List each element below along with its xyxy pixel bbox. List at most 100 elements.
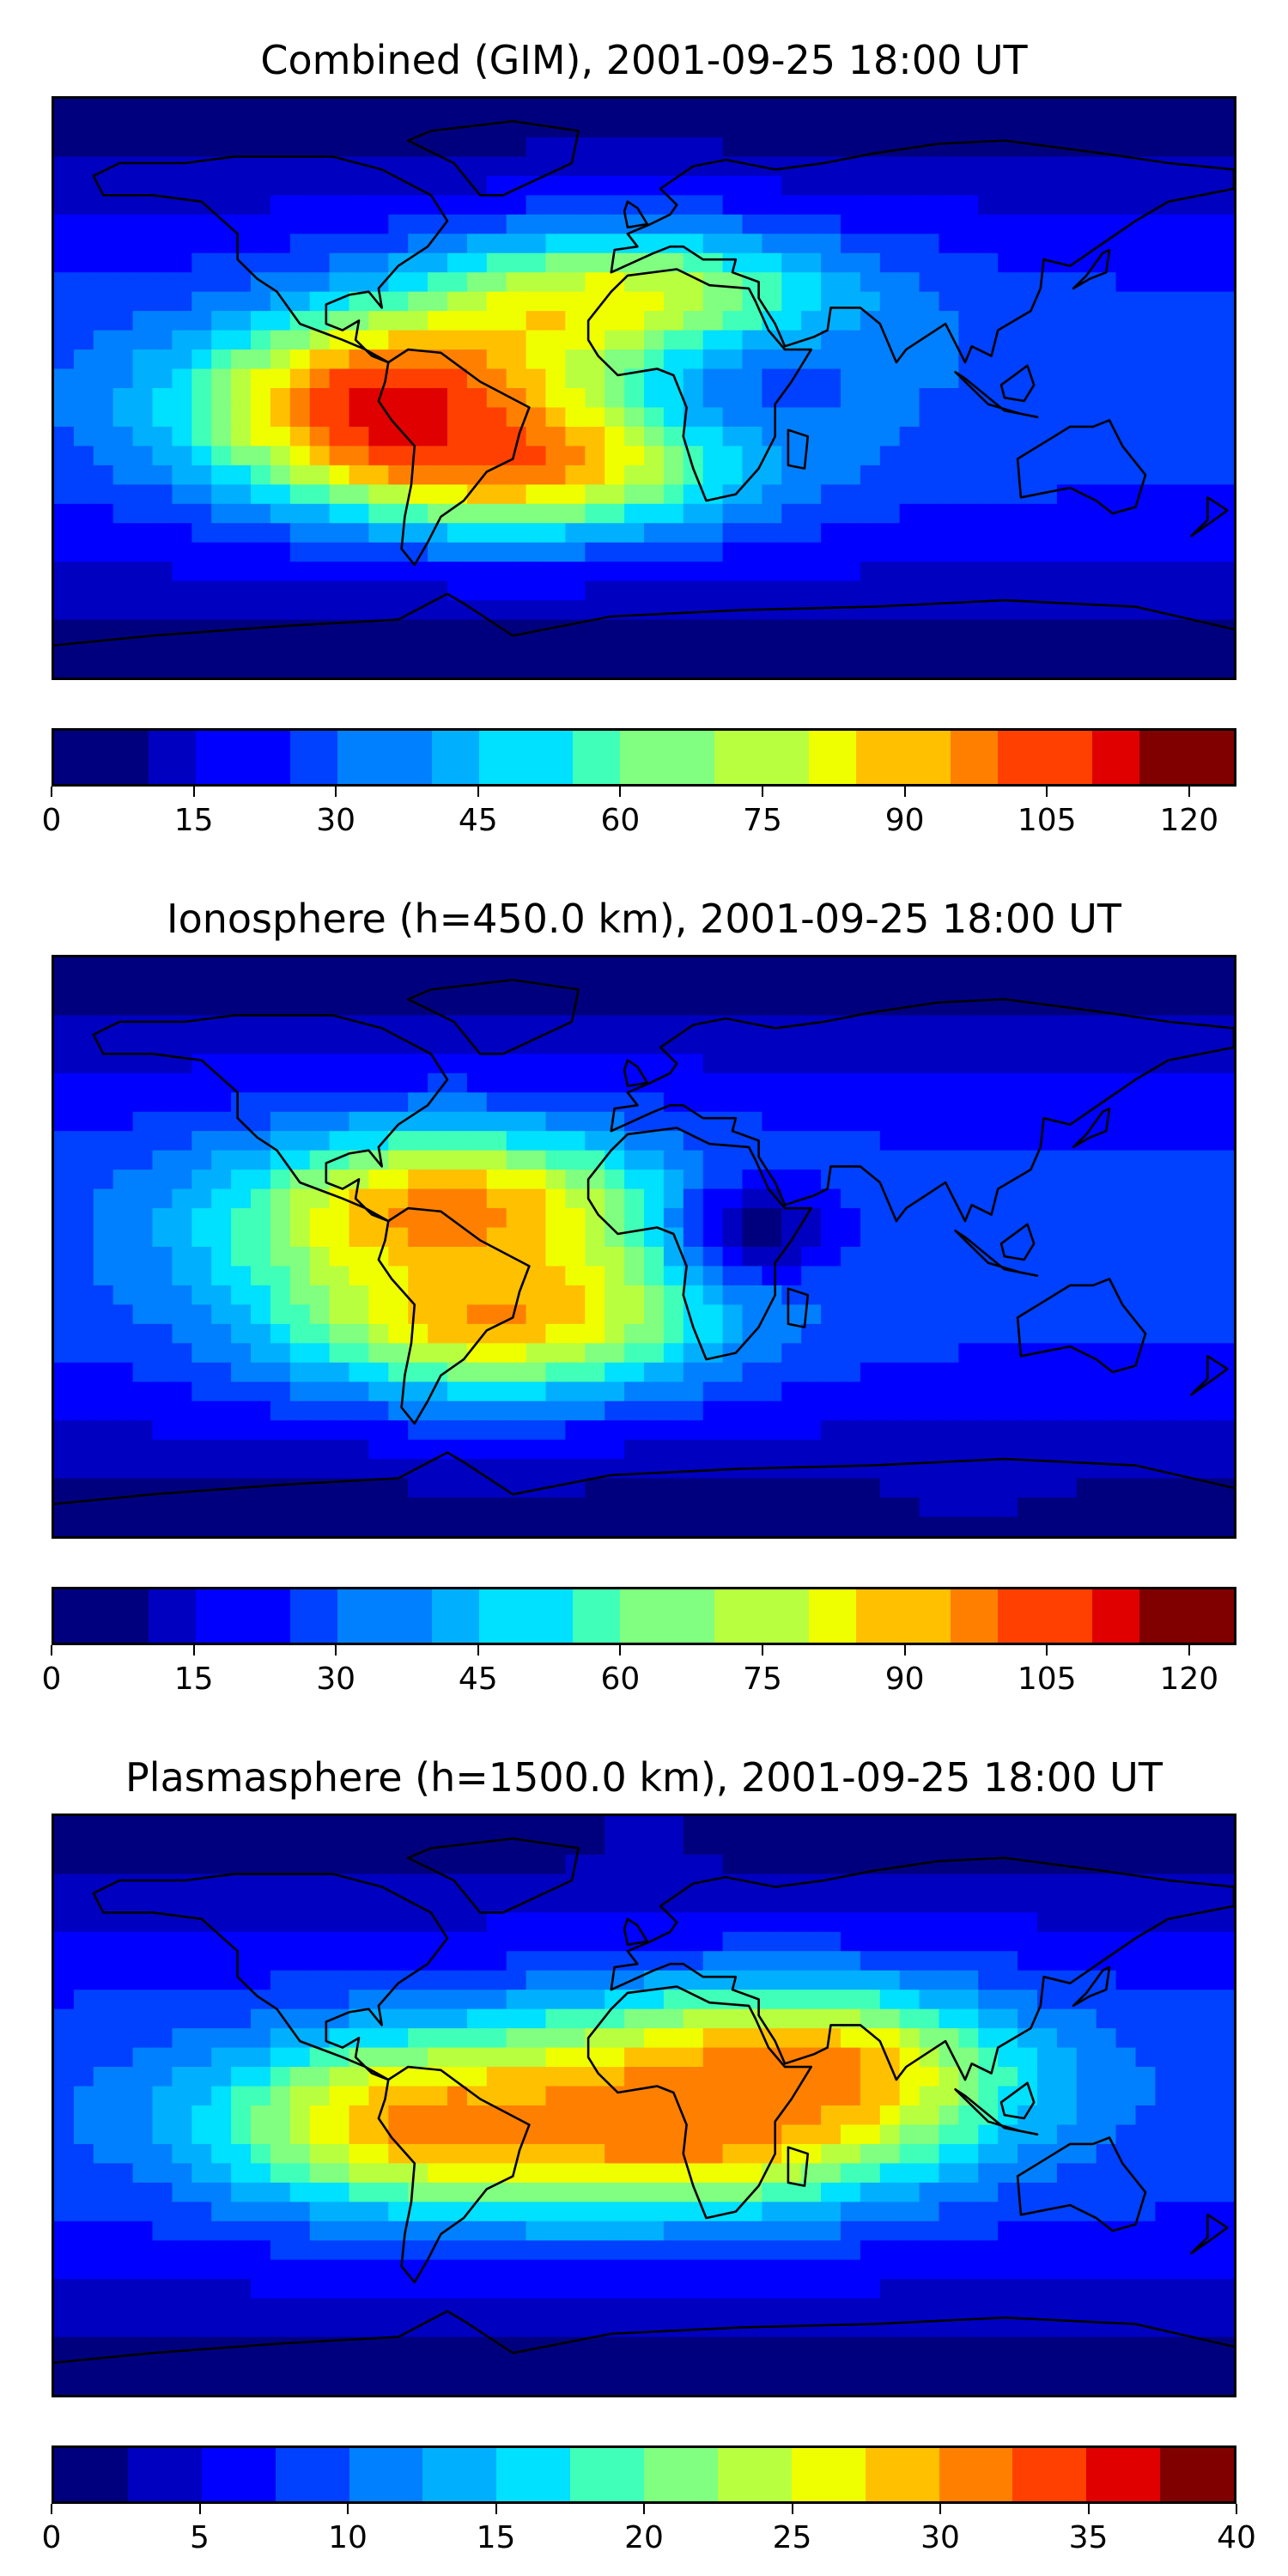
coastline-new-zealand (1190, 495, 1229, 538)
colorbar-segment (337, 731, 385, 784)
colorbar-segment (714, 1589, 762, 1643)
colorbar-tick-mark (762, 1645, 763, 1656)
colorbar-tick-mark (1087, 2504, 1090, 2514)
coastline-borneo (999, 2081, 1036, 2120)
colorbar-segment (809, 731, 857, 784)
panel-title: Plasmasphere (h=1500.0 km), 2001-09-25 1… (125, 1754, 1163, 1801)
colorbar-tick-mark (643, 2504, 645, 2514)
colorbar-tick-label: 15 (173, 1662, 214, 1697)
colorbar-tick-mark (1046, 1645, 1048, 1656)
colorbar-tick-label: 105 (1017, 803, 1077, 838)
coastline-australia (1016, 2136, 1147, 2233)
colorbar-tick-mark (762, 787, 763, 797)
coastline-borneo (999, 1223, 1036, 1261)
coastline-antarctica (54, 592, 1234, 647)
colorbar-segment (714, 731, 762, 784)
coastline-north-america (92, 1014, 449, 1223)
colorbar-tick-mark (347, 2504, 349, 2514)
coastline-indonesia (954, 370, 1039, 419)
coastline-africa (586, 1127, 813, 1361)
colorbar-tick-label: 0 (41, 1662, 62, 1697)
colorbar-segment (289, 1589, 337, 1643)
coastline-north-america (92, 1873, 449, 2081)
colorbar-tick-label: 40 (1217, 2520, 1256, 2555)
coastline-antarctica (54, 2310, 1234, 2364)
colorbar-tick-mark (1236, 2504, 1237, 2514)
colorbar-segment (431, 731, 479, 784)
colorbar-tick-label: 15 (476, 2520, 516, 2555)
colorbar-tick-mark (1046, 787, 1048, 797)
colorbar-ticks: 0 15 30 45 60 75 90 105 120 (42, 787, 1236, 838)
colorbar-tick-label: 75 (743, 1662, 782, 1697)
colorbar-tick-mark (1188, 787, 1190, 797)
colorbar-tick-mark (477, 1645, 479, 1656)
colorbar (52, 1587, 1236, 1645)
colorbar-segment (717, 2448, 792, 2501)
colorbar-tick-label: 20 (624, 2520, 664, 2555)
colorbar-segment (431, 1589, 479, 1643)
colorbar-tick-mark (192, 787, 195, 797)
colorbar-segment (526, 731, 574, 784)
colorbar-segment (384, 1589, 432, 1643)
colorbar-tick-label: 30 (316, 1662, 356, 1697)
coastline-uk (623, 1917, 649, 1947)
colorbar-segment (1091, 1589, 1139, 1643)
coastline-antarctica (54, 1451, 1234, 1505)
coastline-japan (1072, 1107, 1111, 1149)
colorbar-tick-mark (198, 2504, 201, 2514)
coastline-south-america (377, 2065, 531, 2284)
colorbar-segment (54, 1589, 101, 1643)
colorbar-tick-label: 35 (1068, 2520, 1109, 2555)
map-field (54, 957, 1234, 1536)
coastline-new-zealand (1190, 2213, 1229, 2255)
colorbar-segment (762, 731, 810, 784)
colorbar-segment (762, 1589, 810, 1643)
coastline-north-america (92, 155, 449, 364)
colorbar-segment (526, 1589, 574, 1643)
colorbar-tick-label: 10 (328, 2520, 368, 2555)
panel-title: Combined (GIM), 2001-09-25 18:00 UT (260, 37, 1028, 83)
colorbar-segment (195, 1589, 243, 1643)
colorbar-segment (1091, 731, 1139, 784)
colorbar-tick-label: 5 (190, 2520, 210, 2555)
colorbar-segment (289, 731, 337, 784)
colorbar-tick-label: 30 (316, 803, 356, 838)
colorbar-tick-mark (51, 787, 52, 797)
colorbar-segment (195, 731, 243, 784)
colorbar-segment (644, 2448, 718, 2501)
colorbar-tick-mark (1188, 1645, 1190, 1656)
colorbar-ticks: 0 15 30 45 60 75 90 105 120 (42, 1645, 1236, 1697)
coastline-greenland (406, 1837, 580, 1914)
colorbar-segment (1186, 731, 1234, 784)
colorbar-segment (856, 731, 904, 784)
coastline-madagascar (787, 2146, 810, 2187)
colorbar-segment (54, 731, 101, 784)
colorbar-segment (478, 731, 526, 784)
colorbar-tick-label: 60 (600, 1662, 641, 1697)
colorbar-segment (478, 1589, 526, 1643)
map-field (54, 99, 1234, 677)
colorbar-tick-mark (619, 1645, 622, 1656)
colorbar-segment (791, 2448, 866, 2501)
colorbar-segment (337, 1589, 385, 1643)
coastline-indonesia (954, 2087, 1039, 2136)
coastline-eurasia (610, 139, 1234, 364)
coastline-uk (623, 200, 649, 229)
colorbar-segment (1139, 1589, 1187, 1643)
colorbar-segment (496, 2448, 571, 2501)
colorbar-tick-mark (619, 787, 622, 797)
colorbar-tick-label: 60 (600, 803, 641, 838)
colorbar-tick-label: 105 (1017, 1662, 1077, 1697)
colorbar-tick-mark (477, 787, 479, 797)
coastline-eurasia (610, 998, 1234, 1223)
coastline-africa (586, 268, 813, 502)
colorbar-segment (951, 1589, 999, 1643)
coastline-australia (1016, 419, 1147, 515)
colorbar-tick-label: 15 (173, 803, 214, 838)
coastline-greenland (406, 119, 580, 197)
colorbar-segment (573, 731, 621, 784)
coastline-australia (1016, 1278, 1147, 1374)
colorbar-segment (570, 2448, 644, 2501)
colorbar-tick-mark (192, 1645, 195, 1656)
coastline-borneo (999, 364, 1036, 403)
